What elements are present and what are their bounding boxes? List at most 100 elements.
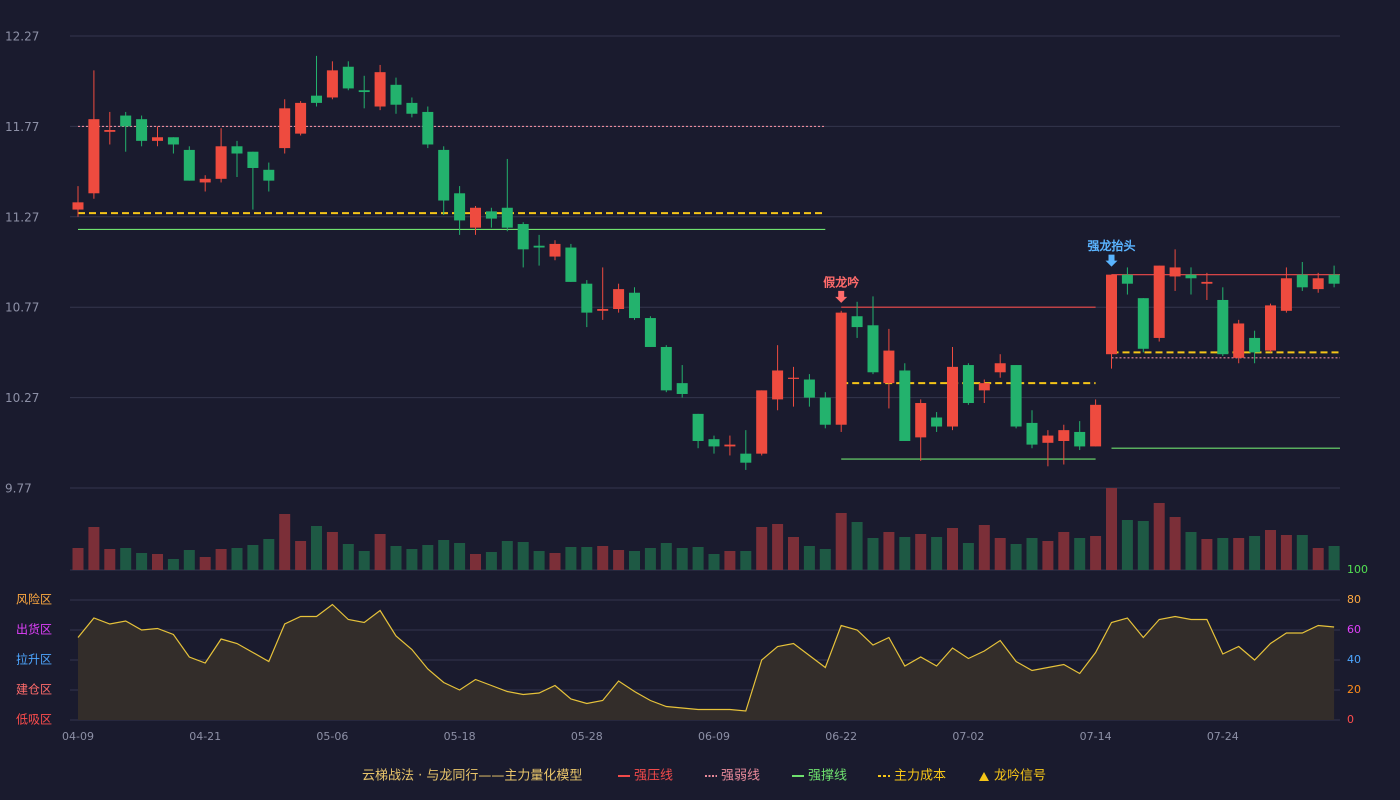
volume-bar (947, 528, 958, 570)
candle-body (72, 202, 84, 210)
candle-body (342, 66, 354, 89)
x-tick-label: 05-06 (316, 730, 348, 743)
candle-body (167, 137, 179, 145)
legend-label: 龙吟信号 (994, 768, 1046, 784)
candle-body (1058, 430, 1070, 441)
y2-tick-label: 60 (1347, 623, 1361, 636)
zone-label: 出货区 (16, 622, 52, 637)
candle-body (724, 444, 736, 447)
volume-bar (740, 551, 752, 570)
volume-bar (676, 548, 688, 570)
legend-marker (979, 772, 989, 781)
volume-bar (1265, 530, 1276, 570)
x-tick-label: 05-18 (444, 730, 476, 743)
volume-bar (931, 537, 943, 570)
volume-bar (1328, 546, 1340, 570)
y2-tick-label: 40 (1347, 653, 1361, 666)
candle-body (1010, 365, 1022, 427)
volume-bar (1026, 538, 1038, 570)
candle-body (788, 377, 799, 379)
volume-bar (899, 537, 911, 570)
candle-body (1201, 281, 1213, 284)
candle-body (819, 397, 831, 425)
signal-arrow (835, 290, 848, 303)
y2-tick-label: 80 (1347, 593, 1361, 606)
candle-body (867, 325, 879, 373)
candle-body (311, 95, 322, 103)
volume-bar (326, 532, 338, 570)
volume-bar (517, 542, 529, 570)
volume-bar (374, 534, 386, 570)
volume-bar (88, 527, 100, 570)
volume-bar (692, 547, 704, 570)
candle-body (613, 289, 625, 310)
volume-bar (1169, 517, 1181, 570)
volume-bar (1058, 532, 1070, 570)
volume-bar (1201, 539, 1213, 570)
candle-body (215, 146, 227, 179)
zone-label: 风险区 (16, 592, 52, 607)
candle-body (374, 72, 386, 107)
volume-bar (231, 548, 243, 570)
volume-bar (708, 554, 720, 570)
volume-bar (1153, 503, 1165, 570)
candle-body (88, 119, 100, 194)
volume-bar (835, 513, 847, 570)
volume-bar (565, 547, 577, 570)
volume-bar (120, 548, 132, 570)
candle-body (104, 130, 116, 132)
candle-body (597, 309, 609, 311)
volume-bar (788, 537, 799, 570)
candle-body (183, 149, 195, 181)
volume-bar (915, 534, 927, 570)
x-tick-label: 07-02 (952, 730, 984, 743)
candle-body (1169, 267, 1181, 277)
candle-body (1217, 299, 1229, 355)
candle-body (676, 383, 688, 394)
candle-body (279, 108, 291, 149)
candle-body (136, 119, 148, 141)
candle-body (851, 316, 863, 328)
volume-bar (613, 550, 625, 570)
candle-body (1312, 278, 1324, 290)
volume-bar (724, 551, 736, 570)
candle-body (978, 383, 990, 391)
legend-label: 强压线 (634, 769, 673, 784)
volume-bar (1217, 538, 1229, 570)
volume-bar (819, 549, 831, 570)
candle-body (501, 207, 513, 228)
candle-body (740, 453, 752, 463)
volume-bar (390, 546, 402, 570)
volume-bar (501, 541, 513, 570)
legend-label: 强撑线 (808, 769, 847, 784)
candle-body (835, 312, 847, 425)
y2-tick-label: 20 (1347, 683, 1361, 696)
volume-bar (533, 551, 545, 570)
volume-bar (772, 524, 784, 570)
y-tick-label: 10.77 (5, 301, 39, 315)
signal-label: 强龙抬头 (1087, 238, 1135, 253)
x-tick-label: 07-24 (1207, 730, 1239, 743)
candle-body (517, 224, 529, 250)
volume-bar (358, 551, 370, 570)
candle-body (1042, 435, 1054, 443)
volume-bar (215, 549, 227, 570)
volume-bar (1010, 544, 1022, 570)
volume-bar (311, 526, 322, 570)
volume-bar (1137, 521, 1149, 570)
x-tick-label: 06-09 (698, 730, 730, 743)
x-tick-label: 05-28 (571, 730, 603, 743)
volume-bar (152, 554, 163, 570)
candle-body (120, 115, 132, 127)
candle-body (247, 151, 259, 168)
candle-body (533, 245, 545, 248)
zone-label: 建仓区 (16, 683, 52, 697)
volume-bar (1296, 535, 1308, 570)
candle-body (1249, 337, 1261, 353)
volume-bar (1233, 538, 1245, 570)
y-tick-label: 11.77 (5, 120, 39, 134)
candle-body (152, 137, 163, 141)
signal-arrow (1105, 254, 1118, 267)
y-tick-label: 12.27 (5, 30, 39, 44)
